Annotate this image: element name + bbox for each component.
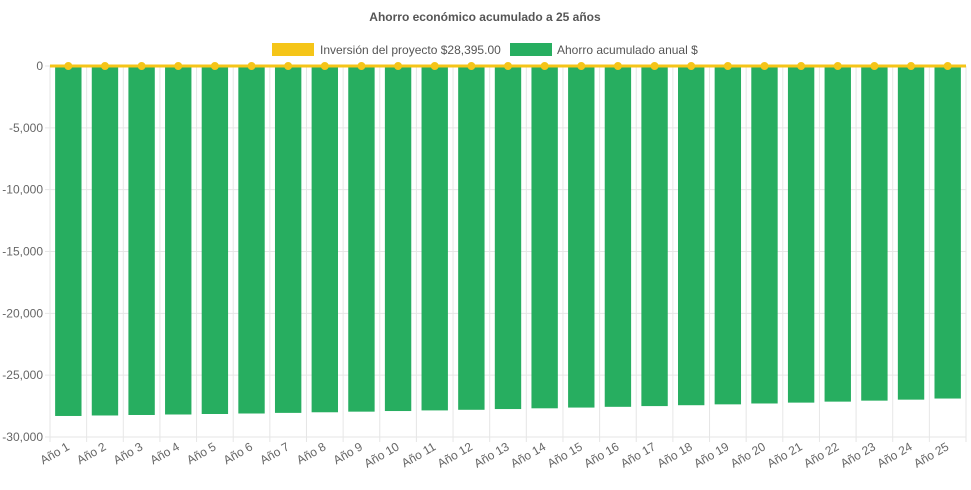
bar[interactable] [238,66,265,414]
x-tick-label: Año 18 [655,439,695,470]
line-point[interactable] [64,62,73,70]
legend: Inversión del proyecto $28,395.00 Ahorro… [272,43,698,57]
bar[interactable] [751,66,778,404]
y-tick-label: -20,000 [2,306,43,320]
line-point[interactable] [430,62,439,70]
line-point[interactable] [100,62,109,70]
line-series [50,62,966,70]
x-axis-tick-labels: Año 1 Año 2 Año 3 Año 4 Año 5 Año 6 Año 7 Año 8… [38,439,952,470]
x-tick-label: Año 4 [148,439,182,467]
x-tick-label: Año 21 [765,439,805,470]
bar[interactable] [641,66,668,407]
x-tick-label: Año 9 [331,439,365,467]
y-tick-label: -30,000 [2,430,43,444]
bar[interactable] [934,66,961,399]
line-point[interactable] [760,62,769,70]
y-tick-label: -10,000 [2,183,43,197]
bar[interactable] [714,66,742,405]
line-point[interactable] [357,62,366,70]
legend-label-investment[interactable]: Inversión del proyecto $28,395.00 [320,43,501,57]
line-point[interactable] [137,62,146,70]
line-point[interactable] [797,62,806,70]
legend-swatch-savings[interactable] [510,43,552,56]
bar[interactable] [384,66,412,412]
x-tick-label: Año 7 [258,439,292,467]
y-tick-label: -15,000 [2,245,43,259]
line-point[interactable] [320,62,329,70]
bar[interactable] [568,66,595,408]
line-point[interactable] [613,62,622,70]
x-tick-label: Año 17 [618,439,658,470]
y-tick-label: -5,000 [9,121,43,135]
x-tick-label: Año 3 [111,439,145,467]
line-point[interactable] [540,62,549,70]
line-point[interactable] [394,62,403,70]
bar[interactable] [128,66,155,415]
line-point[interactable] [943,62,952,70]
line-point[interactable] [687,62,696,70]
line-point[interactable] [504,62,512,70]
line-point[interactable] [870,62,879,70]
bar[interactable] [824,66,851,402]
bar[interactable] [421,66,448,411]
x-tick-label: Año 19 [691,439,731,470]
x-tick-label: Año 10 [362,439,402,470]
bar[interactable] [348,66,375,412]
y-tick-label: 0 [36,59,43,73]
line-point[interactable] [174,62,183,70]
grid-lines [45,65,967,442]
bar[interactable] [91,66,119,416]
line-point[interactable] [467,62,476,70]
bar[interactable] [494,66,522,410]
bar[interactable] [274,66,302,413]
line-point[interactable] [650,62,659,70]
line-point[interactable] [907,62,916,70]
x-tick-label: Año 20 [728,439,768,470]
x-tick-label: Año 24 [875,439,915,470]
bar[interactable] [201,66,229,414]
line-point[interactable] [247,62,256,70]
legend-label-savings[interactable]: Ahorro acumulado anual $ [557,43,698,57]
bar[interactable] [897,66,925,400]
bar-series [55,66,961,416]
x-tick-label: Año 14 [508,439,548,470]
line-point[interactable] [577,62,586,70]
x-tick-label: Año 11 [399,439,438,470]
x-tick-label: Año 15 [545,439,585,470]
x-tick-label: Año 12 [435,439,475,470]
bar[interactable] [165,66,192,415]
x-tick-label: Año 13 [472,439,512,470]
line-point[interactable] [284,62,293,70]
x-tick-label: Año 8 [294,439,328,467]
bar[interactable] [458,66,485,410]
bar[interactable] [531,66,558,409]
x-tick-label: Año 16 [581,439,621,470]
x-tick-label: Año 22 [801,439,841,470]
line-point[interactable] [723,62,732,70]
line-point[interactable] [210,62,219,70]
bar[interactable] [55,66,82,416]
x-tick-label: Año 2 [74,439,108,467]
x-tick-label: Año 25 [911,439,951,470]
y-axis-tick-labels: 0 -5,000 -10,000 -15,000 -20,000 -25,000 -30,0… [2,59,43,444]
x-tick-label: Año 5 [184,439,218,467]
chart-title: Ahorro económico acumulado a 25 años [369,10,601,24]
bar[interactable] [311,66,338,413]
bar[interactable] [678,66,705,406]
bar[interactable] [787,66,815,403]
line-point[interactable] [833,62,842,70]
x-tick-label: Año 23 [838,439,878,470]
x-tick-label: Año 6 [221,439,255,467]
bar[interactable] [861,66,888,401]
legend-swatch-investment[interactable] [272,43,314,56]
y-tick-label: -25,000 [2,368,43,382]
bar[interactable] [604,66,632,407]
